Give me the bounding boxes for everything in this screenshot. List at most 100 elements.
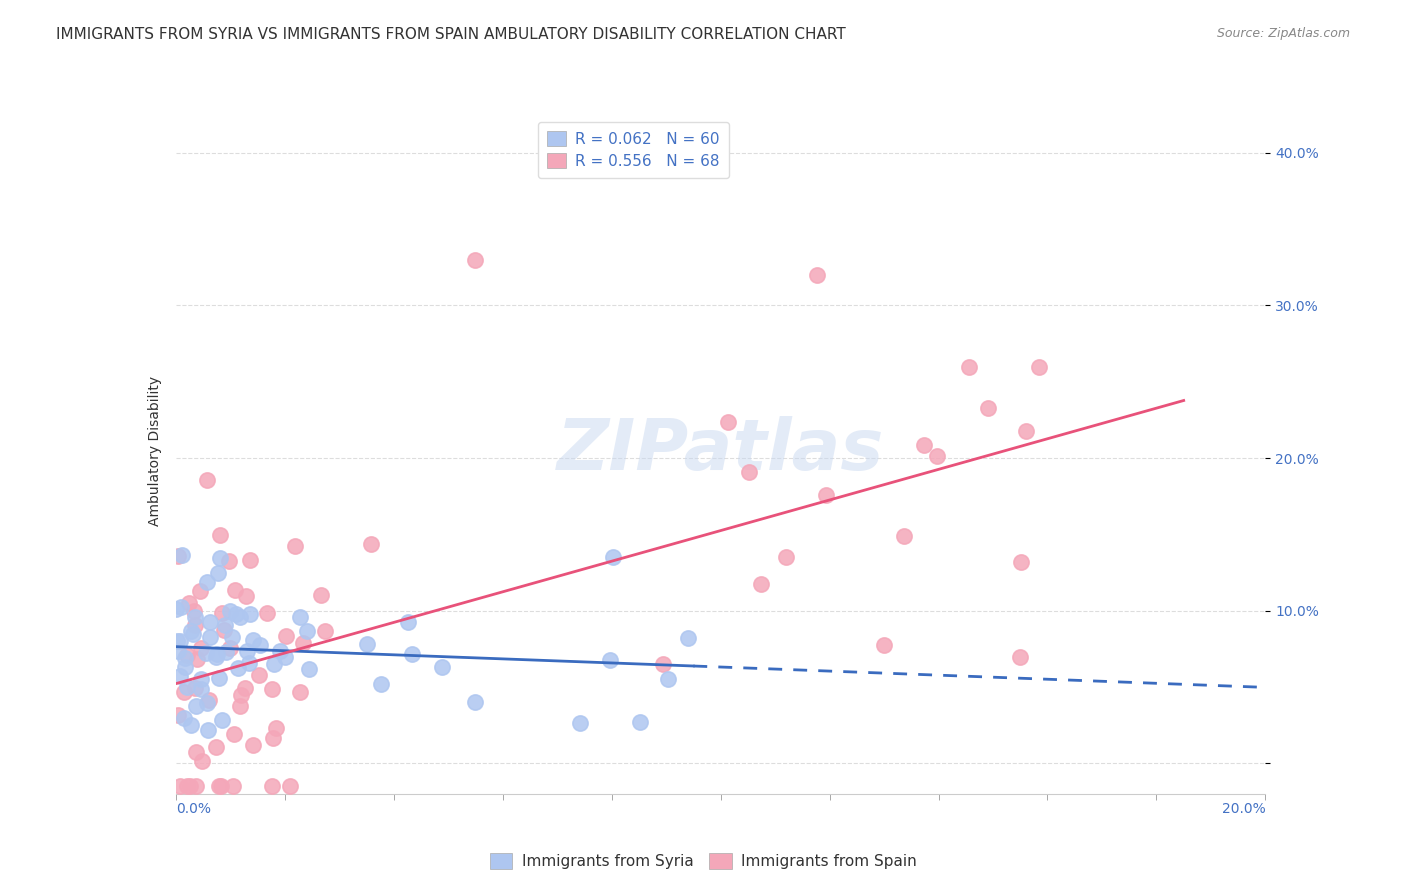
Point <box>211 607 233 621</box>
Point <box>235 590 257 604</box>
Point <box>195 575 218 590</box>
Point <box>222 727 245 741</box>
Point <box>263 657 285 672</box>
Point <box>209 779 232 793</box>
Point <box>284 539 307 553</box>
Point <box>169 779 191 793</box>
Point <box>190 673 212 687</box>
Point <box>1010 555 1032 569</box>
Point <box>167 707 190 722</box>
Point <box>276 629 298 643</box>
Point <box>233 681 256 695</box>
Point <box>657 672 679 686</box>
Point <box>360 537 382 551</box>
Text: ZIPatlas: ZIPatlas <box>557 416 884 485</box>
Legend: Immigrants from Syria, Immigrants from Spain: Immigrants from Syria, Immigrants from S… <box>481 844 925 878</box>
Point <box>218 641 240 656</box>
Point <box>207 566 229 581</box>
Point <box>401 648 423 662</box>
Point <box>183 604 205 618</box>
Point <box>430 660 453 674</box>
Point <box>195 473 218 487</box>
Point <box>224 582 246 597</box>
Point <box>957 359 980 374</box>
Point <box>169 668 191 682</box>
Point <box>1010 650 1032 665</box>
Point <box>239 552 262 566</box>
Point <box>188 584 211 599</box>
Point <box>212 624 235 638</box>
Point <box>298 662 321 676</box>
Point <box>181 627 204 641</box>
Point <box>172 548 194 562</box>
Point <box>174 650 197 665</box>
Point <box>1015 424 1038 438</box>
Y-axis label: Ambulatory Disability: Ambulatory Disability <box>148 376 162 525</box>
Point <box>912 438 935 452</box>
Point <box>676 631 699 645</box>
Point <box>204 650 226 665</box>
Point <box>184 618 207 632</box>
Point <box>177 596 200 610</box>
Point <box>247 668 270 682</box>
Point <box>207 779 229 793</box>
Point <box>198 630 221 644</box>
Point <box>238 656 260 670</box>
Point <box>179 779 201 793</box>
Point <box>651 657 673 671</box>
Point <box>166 634 188 648</box>
Point <box>229 609 252 624</box>
Point <box>166 644 188 658</box>
Point <box>209 527 232 541</box>
Point <box>170 599 193 614</box>
Point <box>278 779 301 793</box>
Point <box>396 615 419 629</box>
Point <box>893 529 915 543</box>
Point <box>205 647 228 661</box>
Point <box>464 695 486 709</box>
Point <box>239 607 262 621</box>
Point <box>191 754 214 768</box>
Point <box>200 615 222 629</box>
Point <box>208 550 231 565</box>
Point <box>292 635 315 649</box>
Point <box>806 268 828 282</box>
Point <box>174 660 197 674</box>
Point <box>925 449 948 463</box>
Point <box>288 685 311 699</box>
Point <box>219 604 242 618</box>
Point <box>226 661 249 675</box>
Point <box>568 716 591 731</box>
Point <box>225 607 247 621</box>
Point <box>314 624 336 639</box>
Point <box>229 688 252 702</box>
Point <box>176 779 198 793</box>
Point <box>173 685 195 699</box>
Point <box>273 650 295 665</box>
Point <box>236 644 259 658</box>
Point <box>262 779 284 793</box>
Point <box>183 610 205 624</box>
Point <box>290 609 312 624</box>
Text: IMMIGRANTS FROM SYRIA VS IMMIGRANTS FROM SPAIN AMBULATORY DISABILITY CORRELATION: IMMIGRANTS FROM SYRIA VS IMMIGRANTS FROM… <box>56 27 846 42</box>
Point <box>169 633 191 648</box>
Point <box>184 681 207 696</box>
Point <box>186 652 208 666</box>
Point <box>180 718 202 732</box>
Point <box>214 618 236 632</box>
Point <box>165 602 187 616</box>
Point <box>873 639 896 653</box>
Point <box>205 740 228 755</box>
Point <box>173 710 195 724</box>
Point <box>295 624 318 638</box>
Point <box>977 401 1000 416</box>
Point <box>738 465 761 479</box>
Point <box>269 644 291 658</box>
Point <box>218 554 240 568</box>
Point <box>599 653 621 667</box>
Point <box>194 646 217 660</box>
Point <box>356 637 378 651</box>
Point <box>264 721 287 735</box>
Point <box>208 671 231 685</box>
Point <box>309 589 332 603</box>
